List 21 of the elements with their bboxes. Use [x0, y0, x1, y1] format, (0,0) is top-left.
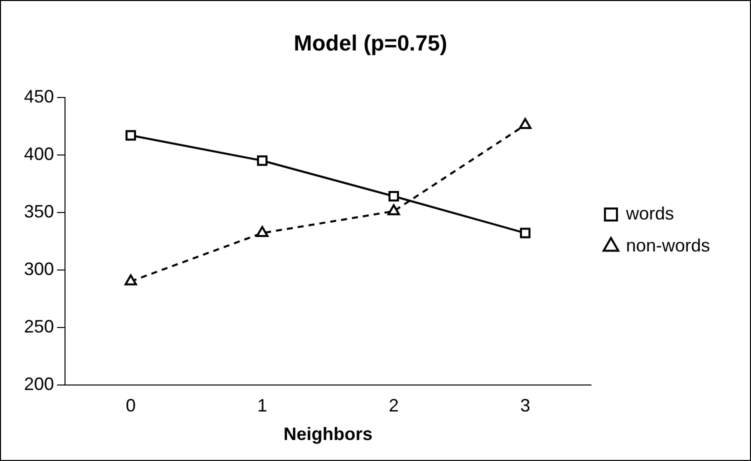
- x-tick-label: 1: [257, 396, 268, 416]
- point: [124, 274, 137, 286]
- legend-label: non-words: [626, 235, 710, 256]
- x-axis-title: Neighbors: [283, 424, 373, 444]
- y-tick-label: 250: [24, 316, 54, 336]
- point: [388, 204, 400, 216]
- point: [256, 226, 268, 238]
- y-tick-label: 450: [24, 86, 54, 106]
- x-tick-label: 2: [388, 396, 399, 416]
- y-tick-label: 200: [24, 374, 54, 394]
- point: [520, 228, 530, 238]
- x-tick-label: 0: [126, 396, 136, 416]
- x-tick-label: 3: [520, 396, 530, 416]
- point: [388, 191, 399, 202]
- chart-title: Model (p=0.75): [294, 30, 448, 56]
- point: [126, 130, 136, 141]
- point: [257, 155, 268, 166]
- y-tick-label: 400: [24, 144, 54, 164]
- y-tick-label: 350: [24, 201, 54, 222]
- legend-label: words: [624, 203, 674, 224]
- y-tick-label: 300: [24, 258, 54, 279]
